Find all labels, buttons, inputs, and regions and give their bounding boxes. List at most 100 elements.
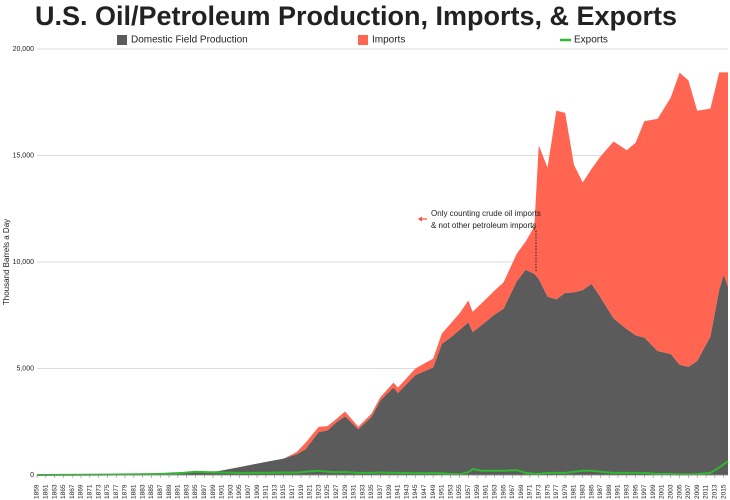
x-tick-label: 1895 — [192, 484, 199, 499]
x-tick-label: 1991 — [615, 484, 622, 499]
x-tick-label: 1867 — [69, 484, 76, 499]
annotation-pointer — [531, 225, 537, 272]
x-tick-label: 1865 — [60, 484, 67, 499]
area — [37, 72, 728, 476]
y-tick-label: 0 — [30, 472, 34, 479]
x-tick-label: 1907 — [245, 484, 252, 499]
x-tick-label: 1979 — [562, 484, 569, 499]
x-tick-label: 1911 — [263, 485, 270, 499]
x-tick-label: 1899 — [210, 484, 217, 499]
x-tick-label: 2013 — [712, 484, 719, 499]
x-tick-label: 1969 — [518, 484, 525, 499]
x-tick-label: 1953 — [447, 484, 454, 499]
x-tick-label: 1923 — [315, 484, 322, 499]
x-tick-label: 1887 — [157, 484, 164, 499]
x-tick-label: 1935 — [368, 484, 375, 499]
area — [37, 269, 728, 475]
x-tick-label: 1985 — [588, 484, 595, 499]
x-tick-label: 1885 — [148, 484, 155, 499]
x-tick-label: 1877 — [113, 484, 120, 499]
x-tick-label: 1951 — [439, 484, 446, 499]
x-tick-label: 1909 — [254, 484, 261, 499]
annotation-line: & not other petroleum imports — [431, 221, 536, 230]
x-tick-label: 1983 — [579, 484, 586, 499]
x-tick-label: 1875 — [104, 484, 111, 499]
x-tick-label: 1945 — [412, 484, 419, 499]
x-tick-label: 1995 — [632, 484, 639, 499]
x-tick-label: 1889 — [166, 484, 173, 499]
x-tick-label: 1957 — [465, 484, 472, 499]
x-tick-label: 1981 — [571, 484, 578, 499]
x-tick-label: 1917 — [289, 484, 296, 499]
x-tick-label: 1915 — [280, 484, 287, 499]
x-tick-label: 1999 — [650, 484, 657, 499]
x-tick-label: 1965 — [500, 484, 507, 499]
x-tick-label: 1959 — [474, 484, 481, 499]
x-tick-label: 1905 — [236, 484, 243, 499]
x-tick-label: 1861 — [43, 484, 50, 499]
legend-swatch — [358, 35, 368, 45]
x-tick-label: 1873 — [95, 484, 102, 499]
y-tick-label: 20,000 — [13, 46, 35, 53]
x-tick-label: 1891 — [175, 484, 182, 499]
x-tick-label: 1947 — [421, 484, 428, 499]
annotation-arrowhead — [418, 216, 422, 222]
x-tick-label: 1913 — [271, 484, 278, 499]
x-tick-label: 2003 — [668, 484, 675, 499]
x-tick-label: 1859 — [34, 484, 41, 499]
x-tick-label: 1941 — [395, 484, 402, 499]
x-tick-label: 2015 — [720, 484, 727, 499]
x-tick-label: 1933 — [359, 484, 366, 499]
legend-label: Domestic Field Production — [131, 35, 248, 46]
x-tick-label: 1971 — [527, 484, 534, 499]
legend-label: Imports — [372, 35, 405, 46]
x-tick-label: 2009 — [694, 484, 701, 499]
x-tick-label: 1921 — [307, 484, 314, 499]
x-tick-label: 2005 — [676, 484, 683, 499]
annotation: Only counting crude oil imports & not ot… — [418, 209, 541, 272]
x-tick-label: 1955 — [456, 484, 463, 499]
x-tick-label: 1977 — [553, 484, 560, 499]
x-tick-label: 1879 — [122, 484, 129, 499]
x-tick-label: 1863 — [51, 484, 58, 499]
x-tick-label: 1881 — [131, 484, 138, 499]
x-tick-label: 1901 — [219, 484, 226, 499]
x-tick-label: 1929 — [342, 484, 349, 499]
y-tick-label: 15,000 — [13, 152, 35, 159]
legend-label: Exports — [574, 35, 608, 46]
x-tick-label: 1961 — [483, 484, 490, 499]
x-tick-label: 2007 — [685, 484, 692, 499]
x-tick-label: 1919 — [298, 484, 305, 499]
x-tick-label: 1967 — [509, 484, 516, 499]
y-axis-label: Thousand Barrels a Day — [2, 219, 11, 305]
x-tick-label: 1989 — [606, 484, 613, 499]
x-tick-label: 1903 — [227, 484, 234, 499]
line — [36, 460, 729, 476]
x-tick-label: 1893 — [183, 484, 190, 499]
x-tick-label: 1869 — [78, 484, 85, 499]
x-tick-label: 1871 — [87, 484, 94, 499]
x-tick-label: 1993 — [623, 484, 630, 499]
y-tick-label: 5,000 — [16, 365, 34, 372]
x-tick-label: 1997 — [641, 484, 648, 499]
x-tick-label: 1987 — [597, 484, 604, 499]
x-tick-label: 1927 — [333, 484, 340, 499]
x-tick-label: 2001 — [659, 484, 666, 499]
x-tick-label: 1963 — [491, 484, 498, 499]
x-tick-label: 1973 — [535, 484, 542, 499]
x-tick-label: 1925 — [324, 484, 331, 499]
x-tick-label: 1939 — [386, 484, 393, 499]
x-tick-label: 2011 — [703, 485, 710, 499]
x-tick-label: 1975 — [544, 484, 551, 499]
legend-swatch — [117, 35, 127, 45]
x-tick-label: 1897 — [201, 484, 208, 499]
x-tick-label: 1931 — [351, 484, 358, 499]
chart-title: U.S. Oil/Petroleum Production, Imports, … — [35, 1, 677, 31]
y-tick-label: 10,000 — [13, 259, 35, 266]
x-tick-label: 1937 — [377, 484, 384, 499]
annotation-line: Only counting crude oil imports — [431, 209, 541, 218]
x-tick-label: 1883 — [139, 484, 146, 499]
x-tick-label: 1943 — [403, 484, 410, 499]
x-tick-label: 1949 — [430, 484, 437, 499]
